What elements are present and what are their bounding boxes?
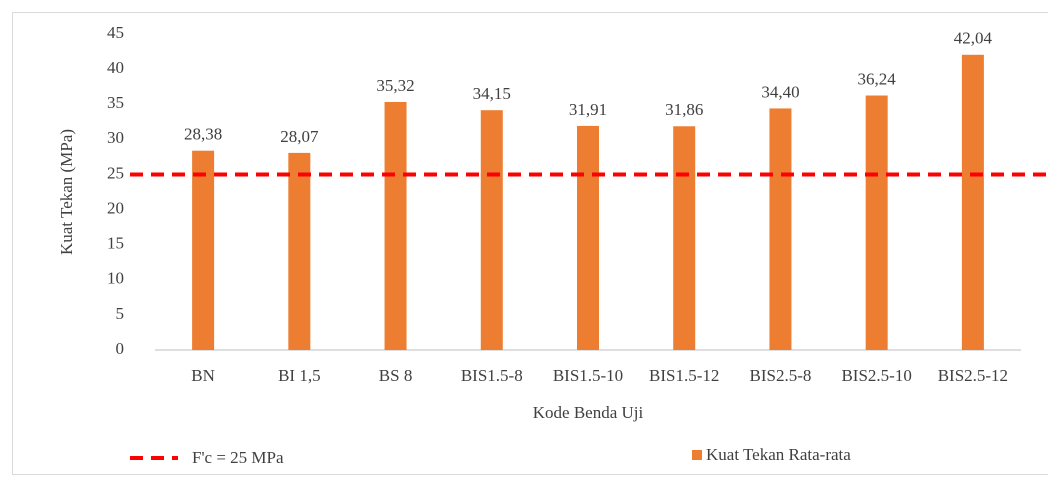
- x-tick-label: BIS2.5-12: [938, 366, 1008, 385]
- y-tick-label: 30: [107, 128, 124, 147]
- bar: [961, 54, 984, 351]
- value-label: 31,91: [569, 100, 607, 119]
- x-tick-label: BIS2.5-10: [841, 366, 911, 385]
- y-tick-label: 45: [107, 23, 124, 42]
- value-label: 42,04: [954, 29, 993, 48]
- x-tick-label: BIS1.5-12: [649, 366, 719, 385]
- legend-swatch: [692, 450, 702, 460]
- value-label: 34,40: [761, 82, 799, 101]
- bar: [288, 152, 311, 350]
- bar: [577, 125, 599, 350]
- x-axis-title: Kode Benda Uji: [533, 403, 644, 422]
- x-tick-label: BS 8: [379, 366, 413, 385]
- value-label: 36,24: [858, 69, 897, 88]
- y-tick-label: 10: [107, 269, 124, 288]
- x-tick-label: BIS1.5-10: [553, 366, 623, 385]
- y-tick-label: 20: [107, 198, 124, 217]
- y-tick-label: 40: [107, 58, 124, 77]
- value-label: 28,38: [184, 125, 222, 144]
- x-tick-label: BI 1,5: [278, 366, 321, 385]
- x-tick-label: BIS1.5-8: [461, 366, 523, 385]
- value-label: 35,32: [376, 76, 414, 95]
- value-label: 31,86: [665, 100, 703, 119]
- y-tick-label: 0: [116, 339, 125, 358]
- legend-label: Kuat Tekan Rata-rata: [706, 445, 851, 464]
- bar: [865, 95, 888, 350]
- bar: [769, 108, 792, 351]
- bar: [384, 101, 407, 350]
- x-tick-label: BIS2.5-8: [750, 366, 812, 385]
- value-label: 28,07: [280, 127, 319, 146]
- bar: [192, 150, 215, 350]
- value-label: 34,15: [473, 84, 511, 103]
- bar: [480, 110, 503, 351]
- y-tick-label: 25: [107, 163, 124, 182]
- y-tick-label: 35: [107, 93, 124, 112]
- y-axis-title: Kuat Tekan (MPa): [57, 129, 76, 255]
- legend-label: F'c = 25 MPa: [192, 448, 284, 467]
- x-tick-label: BN: [191, 366, 215, 385]
- y-tick-label: 15: [107, 234, 124, 253]
- y-tick-label: 5: [116, 304, 125, 323]
- bar: [673, 126, 696, 350]
